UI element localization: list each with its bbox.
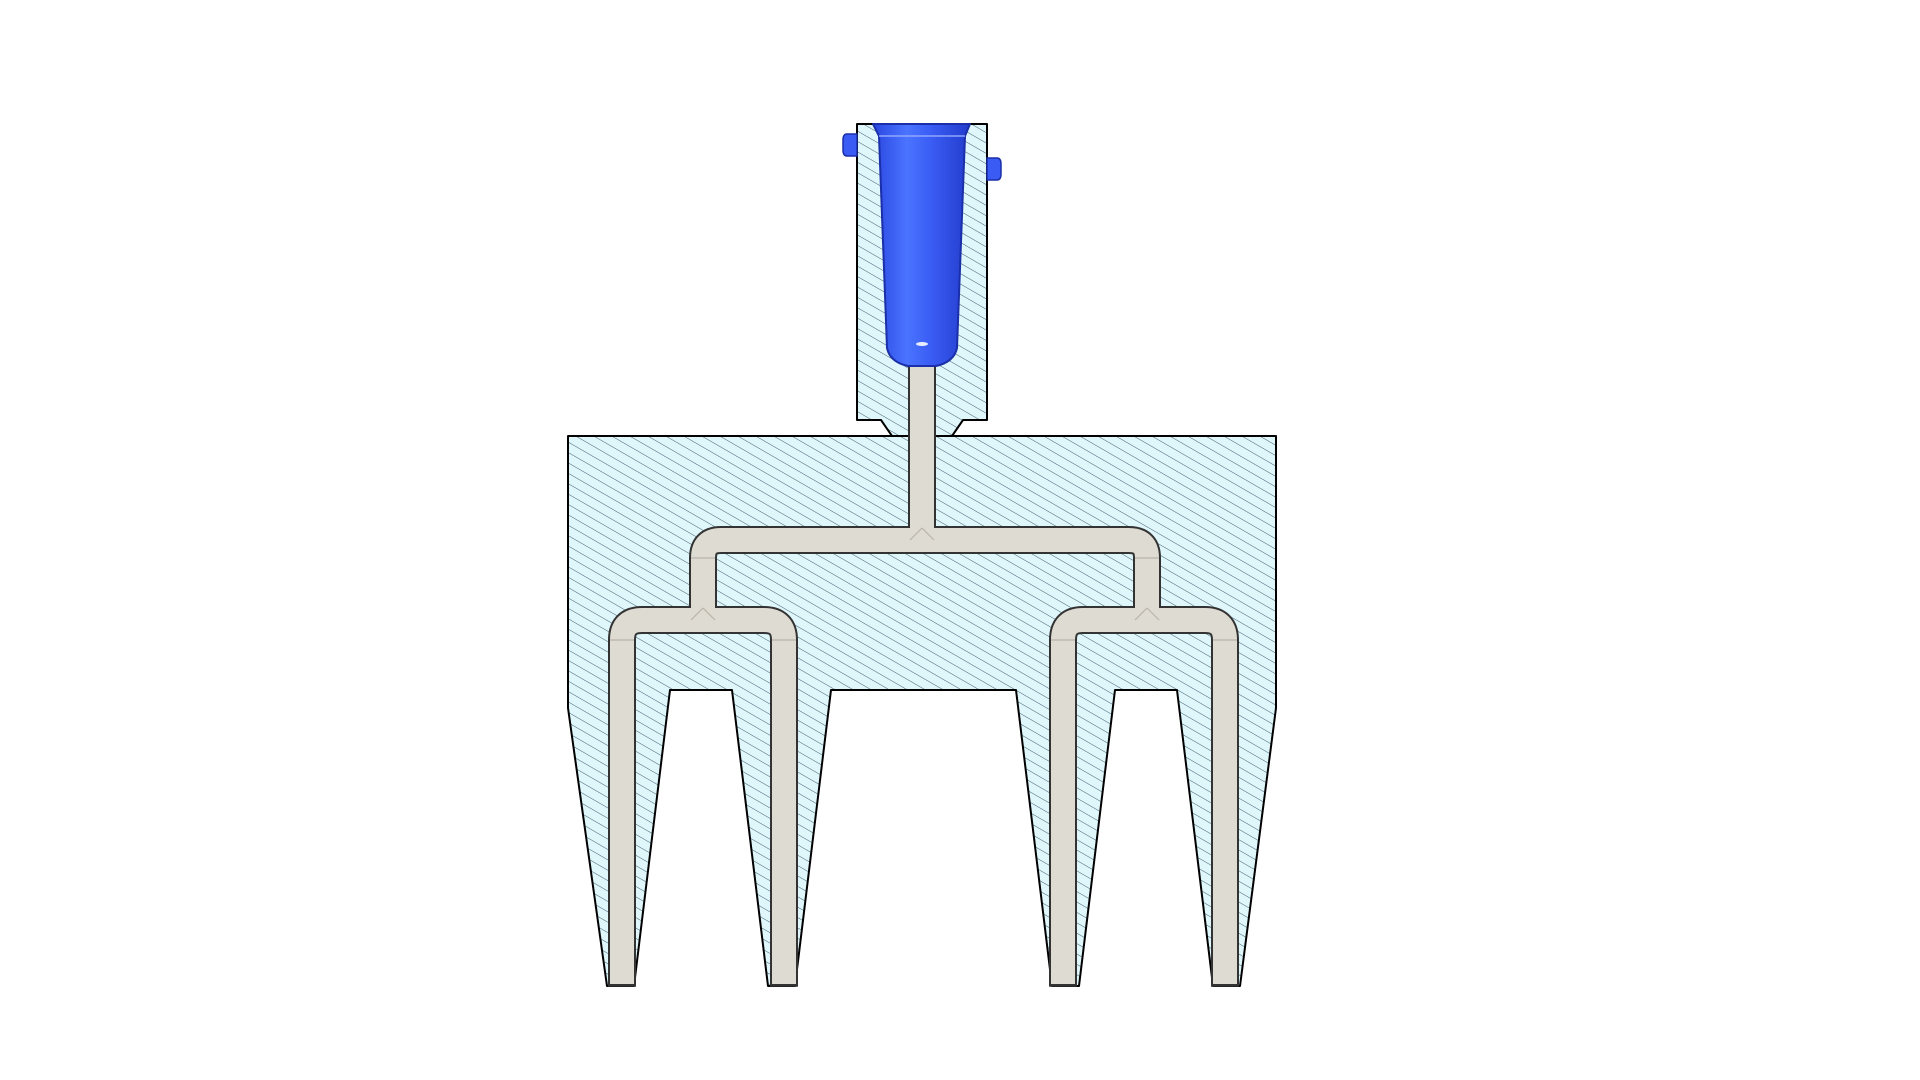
flow-channels [608, 360, 1239, 987]
fitting-left-tab [842, 133, 858, 157]
fitting-right-tab [986, 157, 1002, 181]
fitting-body [872, 123, 971, 367]
luer-fitting[interactable] [842, 123, 1002, 367]
fitting-outlet [916, 342, 928, 346]
